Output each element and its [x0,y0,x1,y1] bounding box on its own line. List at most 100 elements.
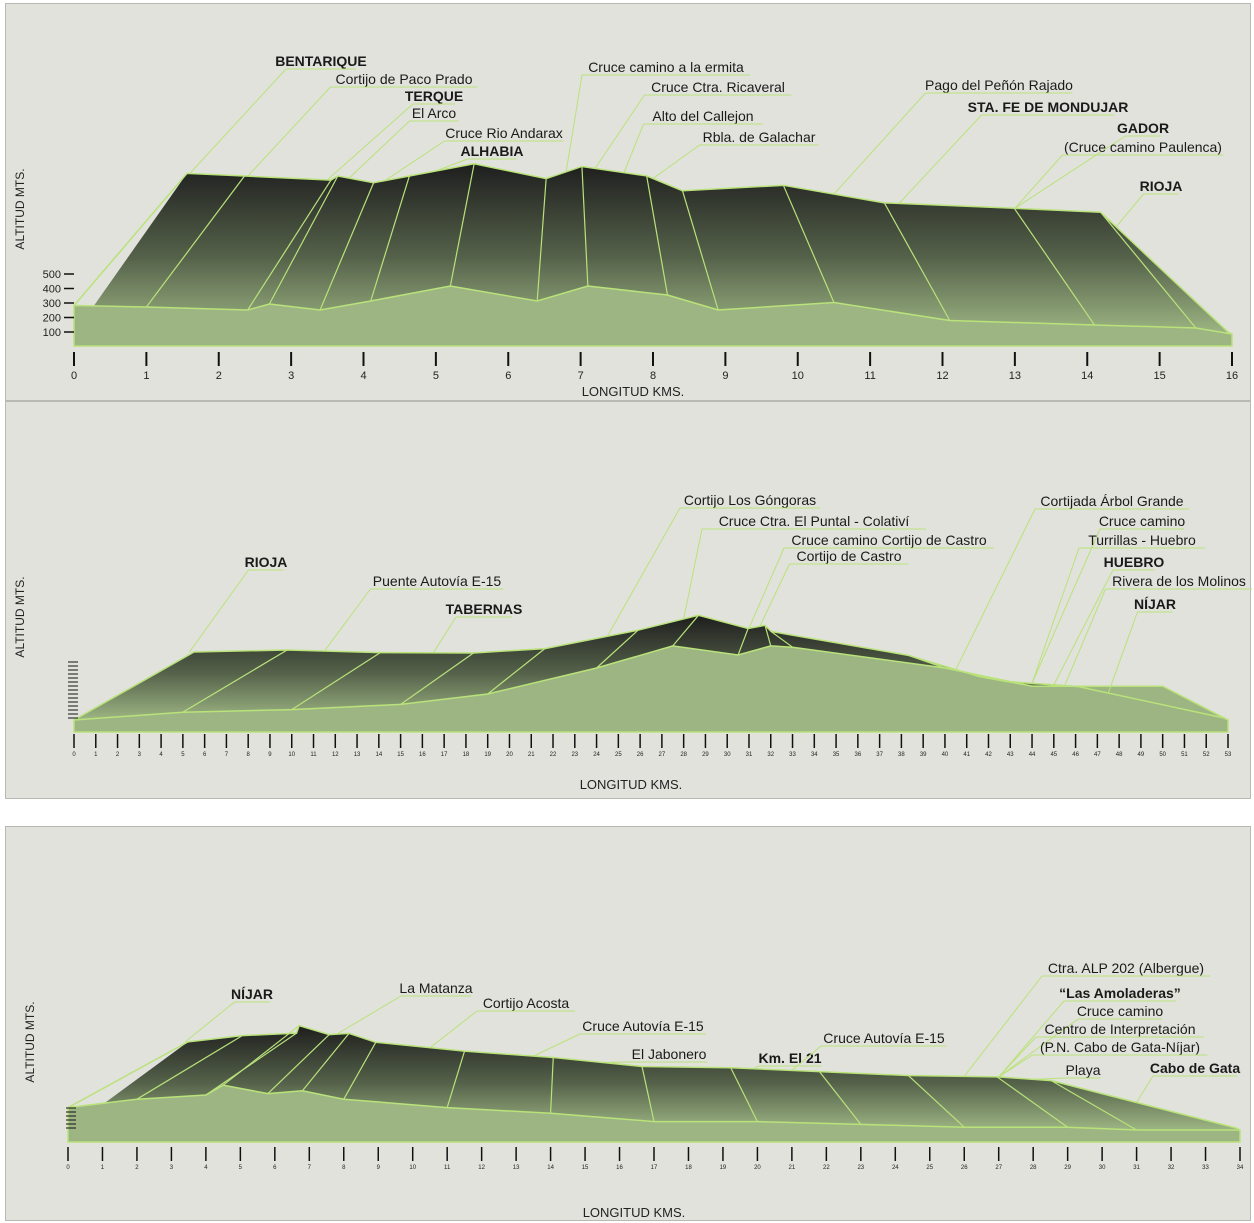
profile-segment-line [1006,680,1076,687]
x-tick-label: 40 [942,752,949,758]
x-tick-label: 13 [513,1165,520,1171]
x-tick-label: 26 [637,752,644,758]
x-tick-label: 21 [789,1165,796,1171]
x-tick-label: 12 [332,752,339,758]
label-leader-line [963,975,1043,1077]
x-tick-label: 34 [1237,1165,1244,1171]
label-leader-line [1107,611,1138,694]
y-axis-label: ALTITUD MTS. [13,576,27,657]
label-leader-line [753,1065,759,1070]
profile-segment-line [681,190,719,311]
waypoint-label: Cruce camino [1077,1003,1164,1019]
label-leader-line [748,547,785,629]
x-tick-label: 27 [659,752,666,758]
profile-segment-line [267,1034,330,1095]
label-leader-line [1053,569,1114,686]
profile-segment-line [883,202,951,321]
x-tick-label: 25 [615,752,622,758]
x-tick-label: 16 [419,752,426,758]
x-axis-label: LONGITUD KMS. [582,384,685,399]
profile-segment-line [641,1066,655,1122]
waypoint-label: “Las Amoladeras” [1059,985,1181,1001]
x-tick-label: 10 [288,752,295,758]
label-leader-line [533,1033,581,1057]
x-tick-label: 19 [720,1165,727,1171]
profile-segment-line [268,175,339,305]
x-tick-label: 35 [833,752,840,758]
profile-segment-line [907,654,946,669]
waypoint-label: Puente Autovía E-15 [373,573,502,589]
x-tick-label: 22 [550,752,557,758]
profile-segment-line [979,675,1033,687]
label-leader-line [955,508,1036,670]
profile-segment-line [145,175,245,308]
waypoint-label: Playa [1065,1062,1100,1078]
waypoint-label: Cruce camino [1099,513,1186,529]
x-tick-label: 0 [72,752,76,758]
x-tick-label: 8 [342,1165,346,1171]
x-tick-label: 16 [616,1165,623,1171]
label-leader-line [998,1054,1033,1078]
x-tick-label: 15 [397,752,404,758]
x-tick-label: 8 [247,752,251,758]
waypoint-label: Cruce Ctra. Ricaveral [651,79,785,95]
label-leader-line [348,120,410,179]
x-tick-label: 8 [650,370,656,382]
waypoint-label: RIOJA [1140,178,1183,194]
profile-segment-line [737,628,749,656]
profile-segment-line [1100,211,1197,329]
x-tick-label: 15 [1154,370,1166,382]
label-leader-line [565,74,583,172]
profile-segment-line [596,629,639,669]
label-leader-line [1031,528,1101,684]
x-tick-label: 32 [767,752,774,758]
label-leader-line [607,507,681,637]
x-tick-label: 11 [444,1165,451,1171]
profile-segment-line [449,163,475,287]
label-leader-line [791,1045,822,1071]
x-tick-label: 37 [876,752,883,758]
profile-segment-line [205,1032,297,1096]
waypoint-label: Cruce camino a la ermita [588,59,744,75]
waypoint-label: El Arco [412,105,457,121]
waypoint-label: Cruce Ctra. El Puntal - Colativí [719,513,910,529]
label-leader-line [683,528,703,620]
x-tick-label: 30 [1099,1165,1106,1171]
profile-segment-line [136,1035,243,1100]
x-tick-label: 17 [651,1165,658,1171]
label-leader-line [594,94,645,169]
waypoint-label: Cruce Autovía E-15 [582,1018,704,1034]
x-tick-label: 13 [1009,370,1021,382]
label-leader-line [1033,1077,1066,1080]
x-tick-label: 4 [159,752,163,758]
waypoint-label: Km. El 21 [758,1050,821,1066]
x-tick-label: 3 [288,370,294,382]
waypoint-label: (P.N. Cabo de Gata-Níjar) [1040,1039,1200,1055]
x-tick-label: 21 [528,752,535,758]
x-tick-label: 24 [892,1165,899,1171]
chart-panel-3: 0 1 2 3 4 5 6 7 8 9 10 11 12 13 14 15 16 17 18 19 20 21 22 23 24… [5,826,1251,1221]
label-leader-line [323,588,371,652]
label-leader-line [998,1018,1079,1078]
elevation-chart-2: 0 1 2 3 4 5 6 7 8 9 10 11 12 13 14 15 16 17 18 19 20 21 22 23 24… [13,492,1252,792]
profile-segment-line [343,1041,377,1100]
x-tick-label: 43 [1007,752,1014,758]
waypoint-label: ALHABIA [461,143,524,159]
x-tick-label: 7 [225,752,229,758]
waypoint-label: Cruce camino Cortijo de Castro [791,532,987,548]
x-tick-label: 30 [724,752,731,758]
y-tick-label: 400 [43,284,61,296]
x-tick-label: 18 [685,1165,692,1171]
x-tick-label: 22 [823,1165,830,1171]
x-tick-label: 51 [1181,752,1188,758]
elevation-chart-1: 0 1 2 3 4 5 6 7 8 9 10 11 12 13 14 15 16100200300400500L… [13,53,1238,399]
profile-segment-line [782,185,835,303]
x-tick-label: 5 [181,752,185,758]
profile-slab [68,1025,1240,1130]
profile-segment-line [770,630,793,648]
x-tick-label: 36 [855,752,862,758]
label-leader-line [1031,547,1080,684]
waypoint-label: Cortijada Árbol Grande [1040,493,1183,509]
y-axis-label: ALTITUD MTS. [13,168,27,249]
waypoint-label: Cortijo de Castro [796,548,901,564]
